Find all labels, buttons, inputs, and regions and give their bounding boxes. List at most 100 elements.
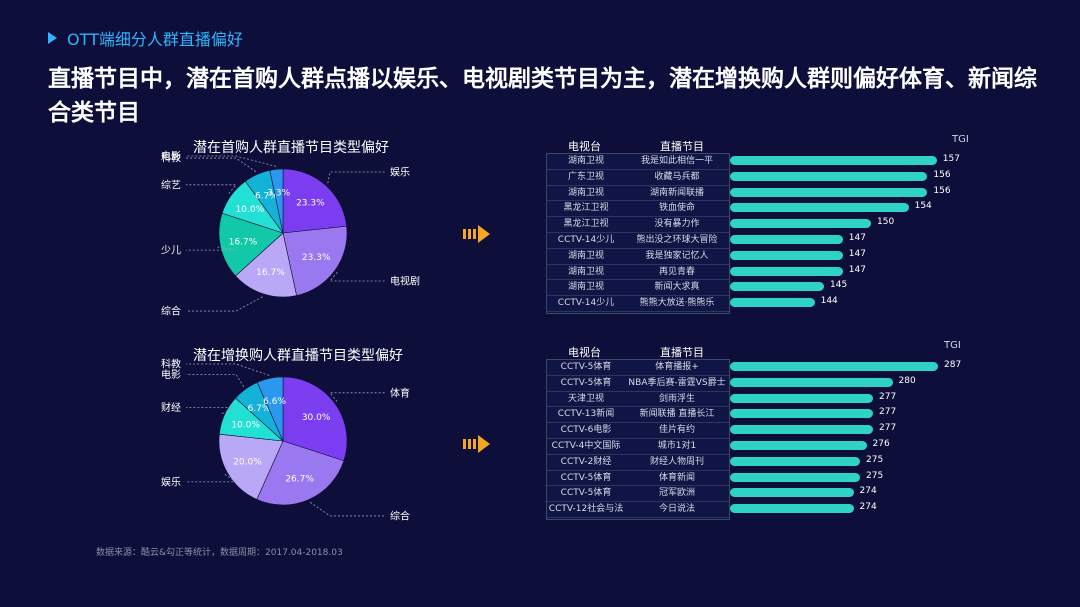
tgi-bar-2-10 (730, 504, 854, 514)
program-cell: 今日说法 (658, 504, 695, 515)
pie-2-title: 潜在增换购人群直播节目类型偏好 (193, 348, 403, 364)
pie-1-slice-value-4: 16.7% (229, 238, 258, 248)
tgi-table-2: CCTV-5体育 体育播报+ CCTV-5体育 NBA季后赛-雷霆VS爵士 天津卫视 剑雨… (546, 359, 730, 520)
table-row: 天津卫视 剑雨浮生 (547, 392, 729, 408)
tgi-value-1-4: 154 (914, 201, 932, 212)
pie-1-leader-line-4 (186, 246, 237, 251)
table-row: CCTV-14少儿 熊熊大放送·熊熊乐 (547, 296, 729, 312)
table-1-col-program: 直播节目 (660, 140, 704, 153)
program-cell: 再见青春 (658, 266, 695, 277)
program-cell: 体育播报+ (655, 362, 699, 372)
channel-cell: CCTV-5体育 (560, 377, 612, 388)
table-row: CCTV-5体育 冠军欧洲 (547, 486, 729, 503)
program-cell: 熊出没之环球大冒险 (636, 235, 718, 245)
pie-2-slice-label-5: 电影 (161, 368, 181, 381)
program-cell: 新闻大求真 (654, 282, 700, 293)
tgi-value-2-7: 275 (866, 454, 884, 465)
tgi-bar-2-1 (730, 362, 938, 371)
channel-cell: 湖南卫视 (567, 156, 604, 166)
tgi-value-1-2: 156 (933, 169, 951, 180)
section-header-label: OTT端细分人群直播偏好 (67, 30, 243, 49)
data-source-note: 数据来源：酷云&勾正等统计，数据周期：2017.04-2018.03 (96, 548, 343, 558)
table-row: 广东卫视 收藏马兵都 (547, 170, 729, 186)
tgi-bar-1-1 (730, 156, 937, 165)
tgi-bar-1-6 (730, 235, 843, 244)
table-row: 湖南卫视 我是如此相信一平 (547, 154, 729, 170)
pie-2-leader-line-2 (309, 501, 385, 517)
program-cell: 湖南新闻联播 (649, 187, 704, 198)
play-triangle-icon (48, 32, 57, 44)
pie-1-slice-label-3: 综合 (161, 305, 181, 318)
pie-1-slice-7 (269, 168, 284, 234)
pie-2-slice-1 (282, 376, 348, 462)
channel-cell: CCTV-14少儿 (557, 235, 615, 245)
program-cell: 新闻联播 直播长江 (639, 409, 715, 420)
table-row: 黑龙江卫视 没有暴力作 (547, 217, 729, 233)
table-row: CCTV-4中文国际 城市1对1 (547, 439, 729, 455)
pie-1-leader-line-7 (186, 155, 277, 167)
channel-cell: CCTV-12社会与法 (548, 504, 624, 515)
arrow-right-icon (463, 225, 490, 243)
tgi-bar-2-2 (730, 377, 893, 387)
headline: 直播节目中，潜在首购人群点播以娱乐、电视剧类节目为主，潜在增换购人群则偏好体育、… (48, 66, 1037, 126)
tgi-bar-2-7 (730, 456, 860, 466)
tgi-bar-2-6 (730, 441, 867, 450)
arrow-right-icon (463, 435, 490, 453)
tgi-value-1-8: 147 (848, 264, 866, 275)
pie-1-slice-1 (282, 168, 347, 234)
channel-cell: 湖南卫视 (567, 250, 604, 261)
pie-1-slice-value-3: 16.7% (256, 268, 285, 278)
pie-1-slice-value-7: 3.3% (267, 188, 290, 198)
pie-1-slice-label-7: 电影 (161, 150, 181, 163)
tgi-value-2-9: 274 (859, 486, 877, 497)
channel-cell: CCTV-5体育 (560, 488, 612, 499)
tgi-value-2-10: 274 (859, 502, 877, 513)
table-row: 湖南卫视 湖南新闻联播 (547, 186, 729, 202)
tgi-value-1-3: 156 (933, 185, 951, 196)
pie-2-slice-6 (256, 376, 284, 442)
tgi-value-2-4: 277 (879, 407, 897, 418)
pie-1-slice-2 (282, 225, 348, 296)
tgi-value-1-6: 147 (848, 233, 866, 243)
pie-2-leader-line-1 (329, 392, 385, 402)
table-row: CCTV-13新闻 新闻联播 直播长江 (547, 407, 729, 424)
tgi-bar-1-10 (730, 298, 815, 308)
channel-cell: 天津卫视 (567, 393, 604, 404)
program-cell: 没有暴力作 (654, 219, 700, 230)
pie-2-slice-label-2: 综合 (390, 509, 410, 522)
pie-1-slice-4 (218, 212, 284, 277)
tgi-value-2-5: 277 (879, 423, 897, 434)
tgi-bar-1-9 (730, 282, 824, 292)
pie-1-slice-value-5: 10.0% (236, 205, 265, 215)
table-row: CCTV-14少儿 熊出没之环球大冒险 (547, 233, 729, 249)
pie-2-slice-value-1: 30.0% (302, 413, 331, 423)
tgi-value-2-1: 287 (944, 360, 962, 370)
tgi-bar-2-3 (730, 393, 873, 403)
table-row: 黑龙江卫视 铁血使命 (547, 201, 729, 218)
table-row: CCTV-6电影 佳片有约 (547, 423, 729, 439)
program-cell: 冠军欧洲 (658, 488, 695, 499)
channel-cell: 湖南卫视 (567, 187, 604, 198)
program-cell: 熊熊大放送·熊熊乐 (639, 298, 715, 309)
program-cell: 体育新闻 (658, 472, 695, 483)
pie-1-slice-label-5: 综艺 (161, 178, 181, 191)
table-row: CCTV-5体育 NBA季后赛-雷霆VS爵士 (547, 376, 729, 392)
program-cell: 佳片有约 (658, 425, 695, 436)
tgi-value-2-3: 277 (879, 391, 897, 402)
pie-1-slice-label-2: 电视剧 (390, 274, 420, 287)
program-cell: 收藏马兵都 (654, 171, 700, 182)
pie-1-slice-label-6: 科教 (161, 152, 181, 165)
table-row: CCTV-2财经 财经人物周刊 (547, 455, 729, 471)
tgi-value-2-6: 276 (872, 439, 890, 449)
channel-cell: CCTV-6电影 (560, 425, 612, 436)
pie-2-slice-label-6: 科教 (161, 358, 181, 371)
pie-1-leader-line-5 (186, 184, 237, 194)
table-row: CCTV-12社会与法 今日说法 (547, 502, 729, 518)
tgi-value-1-7: 147 (848, 248, 866, 259)
tgi-bar-1-7 (730, 250, 843, 260)
channel-cell: CCTV-13新闻 (557, 409, 615, 420)
channel-cell: CCTV-14少儿 (557, 298, 615, 309)
tgi-value-2-8: 275 (866, 470, 884, 481)
channel-cell: CCTV-4中文国际 (551, 441, 621, 451)
tgi-bar-1-3 (730, 187, 928, 197)
